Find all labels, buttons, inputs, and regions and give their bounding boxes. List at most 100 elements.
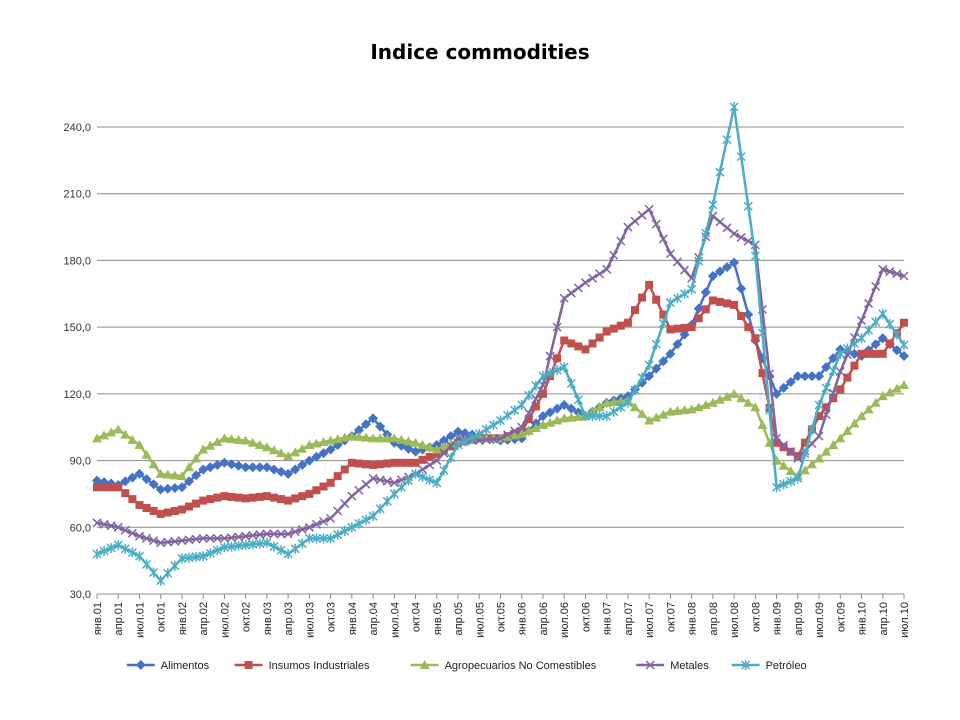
data-point	[176, 482, 187, 493]
data-point	[637, 210, 647, 220]
data-point	[693, 303, 704, 314]
data-point	[573, 394, 583, 405]
data-point	[283, 451, 294, 461]
data-point	[799, 371, 810, 382]
data-point	[644, 371, 655, 382]
data-point	[107, 483, 116, 492]
data-point	[601, 397, 612, 407]
data-point	[340, 499, 350, 509]
data-point	[311, 519, 321, 529]
legend-marker	[645, 660, 655, 670]
data-point	[573, 411, 584, 421]
data-point	[411, 458, 420, 467]
data-point	[339, 432, 350, 442]
data-point	[134, 440, 145, 450]
data-point	[163, 508, 172, 517]
data-point	[291, 494, 300, 503]
data-point	[389, 488, 399, 499]
data-point	[205, 533, 215, 543]
data-point	[672, 405, 683, 415]
data-point	[268, 445, 279, 455]
data-point	[311, 438, 322, 448]
data-point	[396, 434, 407, 444]
data-point	[474, 428, 484, 439]
data-point	[672, 339, 683, 350]
data-point	[333, 472, 342, 481]
data-point	[581, 345, 590, 354]
series-line-metales	[96, 208, 905, 545]
data-point	[750, 250, 760, 261]
data-point	[595, 333, 604, 342]
data-point	[644, 204, 654, 214]
x-tick-label: июл.04	[389, 602, 401, 638]
data-point	[836, 385, 845, 394]
data-point	[431, 444, 442, 454]
data-point	[383, 459, 392, 468]
data-point	[212, 437, 223, 447]
x-tick-label: апр.07	[623, 602, 635, 635]
data-point	[567, 339, 576, 348]
data-point	[354, 518, 364, 529]
data-point	[318, 516, 329, 526]
x-tick-label: янв.05	[432, 602, 444, 635]
data-point	[828, 388, 838, 398]
data-point	[743, 201, 753, 212]
data-point	[276, 529, 286, 539]
data-point	[156, 575, 166, 586]
data-point	[404, 458, 413, 467]
data-point	[347, 522, 357, 533]
data-point	[233, 434, 244, 444]
data-point	[106, 543, 116, 554]
data-point	[722, 262, 733, 273]
data-point	[806, 371, 817, 382]
data-point	[707, 270, 718, 281]
data-point	[346, 431, 357, 441]
x-tick-label: апр.08	[708, 602, 720, 635]
x-tick-label: янв.02	[177, 602, 189, 635]
data-point	[311, 533, 321, 544]
data-point	[751, 334, 760, 343]
data-point	[864, 298, 874, 308]
data-point	[609, 250, 619, 260]
data-point	[135, 501, 144, 510]
x-tick-label: янв.09	[772, 602, 784, 635]
data-point	[148, 479, 159, 490]
data-point	[630, 402, 640, 412]
data-point	[510, 405, 520, 416]
data-point	[814, 371, 825, 382]
x-tick-label: окт.05	[496, 602, 508, 632]
data-point	[127, 434, 138, 444]
data-point	[170, 560, 180, 571]
data-point	[785, 465, 796, 475]
data-point	[127, 528, 137, 538]
data-point	[362, 460, 370, 469]
data-point	[715, 167, 725, 178]
data-point	[680, 288, 690, 299]
data-point	[708, 199, 718, 210]
data-point	[162, 483, 173, 494]
data-point	[368, 473, 378, 483]
data-point	[453, 426, 464, 437]
data-point	[871, 349, 880, 358]
data-point	[297, 460, 308, 471]
data-point	[715, 297, 724, 306]
data-point	[128, 495, 137, 504]
data-point	[438, 441, 449, 451]
data-point	[864, 349, 873, 358]
data-point	[120, 525, 130, 535]
legend-marker	[741, 660, 751, 670]
data-point	[142, 559, 152, 570]
data-point	[637, 372, 647, 383]
data-point	[467, 432, 477, 443]
data-point	[162, 469, 173, 479]
data-point	[488, 419, 498, 430]
data-point	[106, 427, 117, 437]
data-point	[284, 496, 293, 505]
data-point	[651, 412, 662, 422]
data-point	[530, 422, 541, 432]
data-point	[368, 511, 378, 522]
data-point	[248, 493, 257, 502]
data-point	[708, 296, 717, 305]
data-point	[736, 393, 747, 403]
data-point	[722, 223, 732, 233]
